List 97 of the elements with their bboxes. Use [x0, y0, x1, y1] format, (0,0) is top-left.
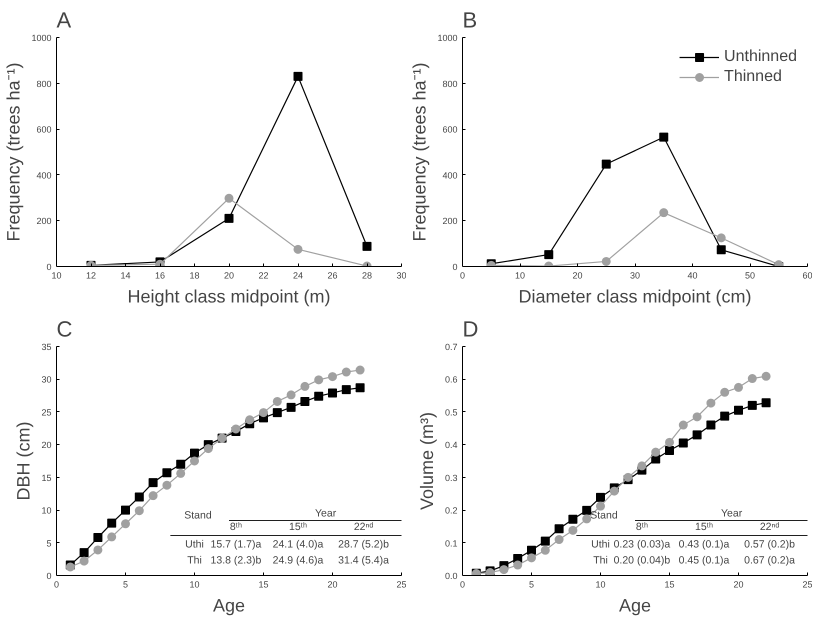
x-tick-label: 5: [122, 580, 128, 590]
x-tick-label: 15: [664, 580, 675, 590]
annotation: Stand: [184, 510, 212, 522]
y-tick-label: 0.1: [444, 538, 458, 548]
x-axis-title: Age: [618, 596, 652, 616]
y-tick-label: 200: [442, 216, 458, 226]
annotation: 22ⁿᵈ: [354, 521, 374, 534]
x-tick-label: 30: [396, 270, 407, 280]
chart-title: B: [462, 8, 478, 32]
annotation: 15.7 (1.7)a: [210, 538, 262, 550]
y-tick-label: 800: [36, 78, 52, 89]
annotation: Uthi: [185, 538, 204, 550]
x-tick-label: 18: [189, 270, 200, 280]
annotation: 24.1 (4.0)a: [272, 538, 324, 550]
y-tick-label: 0: [46, 571, 52, 581]
y-tick-label: 200: [36, 216, 52, 226]
y-axis-title: Volume (m³): [416, 412, 437, 510]
annotation: 8ᵗʰ: [636, 521, 648, 534]
x-tick-label: 25: [802, 580, 813, 590]
annotation: Year: [720, 507, 743, 520]
annotation: 0.20 (0.04)b: [614, 554, 670, 566]
x-tick-label: 40: [687, 270, 698, 280]
y-tick-label: 600: [442, 124, 458, 135]
annotation: 0.45 (0.1)a: [678, 554, 730, 566]
y-tick-label: 400: [442, 170, 458, 180]
x-tick-label: 20: [224, 270, 234, 280]
x-tick-label: 24: [292, 270, 304, 280]
y-tick-label: 10: [41, 506, 52, 516]
annotation: 15ᵗʰ: [288, 521, 308, 534]
y-tick-label: 0.2: [444, 506, 458, 516]
y-tick-label: 5: [46, 538, 52, 548]
chart-title: D: [462, 316, 478, 342]
y-axis-title: Frequency (trees ha⁻¹): [3, 62, 24, 242]
annotation: 0.57 (0.2)b: [744, 538, 796, 550]
annotation: 28.7 (5.2)b: [338, 538, 390, 550]
x-tick-label: 20: [327, 580, 338, 590]
x-tick-label: 0: [460, 580, 466, 590]
y-tick-label: 1000: [31, 33, 52, 43]
y-tick-label: 400: [36, 170, 52, 180]
annotation: 22ⁿᵈ: [760, 521, 780, 534]
legend-label: Thinned: [724, 68, 782, 86]
annotation: Uthi: [591, 538, 610, 550]
x-tick-label: 0: [460, 270, 466, 280]
y-tick-label: 0.0: [444, 571, 458, 581]
annotation: Stand: [590, 510, 618, 522]
x-tick-label: 28: [362, 270, 372, 280]
y-axis-title: Frequency (trees ha⁻¹): [409, 62, 430, 242]
x-axis-title: Age: [212, 596, 246, 616]
chart-title: C: [56, 316, 72, 342]
x-tick-label: 5: [528, 580, 534, 590]
annotation: 24.9 (4.6)a: [272, 554, 324, 566]
annotation: 31.4 (5.4)a: [338, 554, 390, 566]
y-tick-label: 25: [41, 407, 52, 418]
y-tick-label: 1000: [437, 33, 458, 43]
x-tick-label: 10: [189, 580, 200, 590]
annotation: Thi: [593, 554, 608, 566]
x-tick-label: 0: [54, 580, 60, 590]
annotation: Year: [314, 507, 337, 520]
chart-title: A: [56, 8, 72, 32]
x-tick-label: 20: [733, 580, 744, 590]
x-tick-label: 10: [514, 270, 526, 280]
y-tick-label: 0.3: [444, 472, 458, 483]
y-tick-label: 0: [46, 262, 52, 272]
annotation: 15ᵗʰ: [694, 521, 714, 534]
y-tick-label: 0.4: [444, 440, 458, 450]
annotation: 0.43 (0.1)a: [678, 538, 730, 550]
x-tick-label: 15: [258, 580, 269, 590]
y-tick-label: 0.6: [444, 374, 458, 385]
annotation: 0.23 (0.03)a: [614, 538, 670, 550]
x-tick-label: 14: [120, 270, 131, 280]
y-tick-label: 35: [41, 342, 52, 352]
x-tick-label: 25: [396, 580, 407, 590]
x-axis-title: Diameter class midpoint (cm): [518, 286, 752, 306]
x-tick-label: 26: [327, 270, 338, 280]
annotation: 8ᵗʰ: [230, 521, 242, 534]
x-tick-label: 20: [572, 270, 583, 280]
y-tick-label: 0: [452, 262, 458, 272]
y-tick-label: 0.7: [444, 342, 458, 352]
x-tick-label: 50: [744, 270, 756, 280]
x-tick-label: 12: [86, 270, 96, 280]
y-tick-label: 15: [41, 472, 52, 483]
y-axis-title: DBH (cm): [13, 421, 34, 500]
annotation: 0.67 (0.2)a: [744, 554, 796, 566]
y-tick-label: 600: [36, 124, 52, 135]
x-tick-label: 16: [154, 270, 166, 280]
annotation: Thi: [187, 554, 202, 566]
y-tick-label: 20: [41, 440, 52, 450]
x-tick-label: 10: [595, 580, 606, 590]
legend-label: Unthinned: [724, 48, 797, 66]
y-tick-label: 0.5: [444, 407, 458, 418]
x-axis-title: Height class midpoint (m): [127, 286, 331, 306]
y-tick-label: 30: [41, 374, 52, 385]
x-tick-label: 60: [802, 270, 813, 280]
annotation: 13.8 (2.3)b: [210, 554, 262, 566]
x-tick-label: 22: [258, 270, 269, 280]
x-tick-label: 30: [630, 270, 640, 280]
y-tick-label: 800: [442, 78, 458, 89]
